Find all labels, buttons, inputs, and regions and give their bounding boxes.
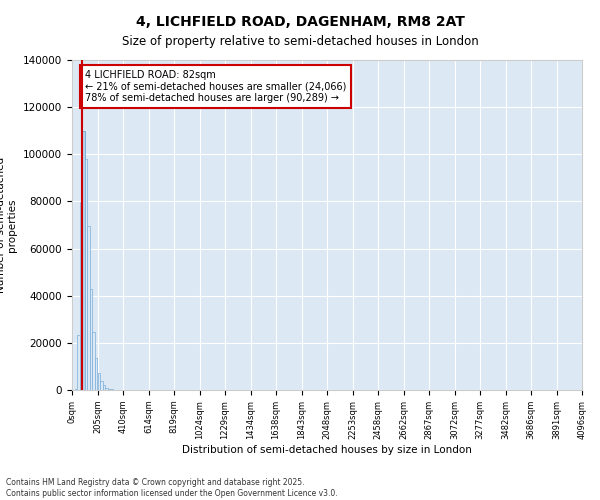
Text: Contains HM Land Registry data © Crown copyright and database right 2025.
Contai: Contains HM Land Registry data © Crown c… (6, 478, 338, 498)
Text: 4, LICHFIELD ROAD, DAGENHAM, RM8 2AT: 4, LICHFIELD ROAD, DAGENHAM, RM8 2AT (136, 15, 464, 29)
Bar (88, 226, 90, 390)
Bar (85, 159, 87, 390)
Bar (77, 336, 80, 390)
Bar (82, 130, 85, 390)
Text: Size of property relative to semi-detached houses in London: Size of property relative to semi-detach… (122, 35, 478, 48)
Bar (100, 381, 103, 390)
Bar (74, 388, 77, 390)
Y-axis label: Number of semi-detached
properties: Number of semi-detached properties (0, 157, 17, 293)
Bar (90, 288, 92, 390)
Bar (80, 202, 82, 390)
Bar (105, 388, 107, 390)
Bar (103, 386, 105, 390)
Bar (92, 332, 95, 390)
X-axis label: Distribution of semi-detached houses by size in London: Distribution of semi-detached houses by … (182, 444, 472, 454)
Bar (95, 358, 97, 390)
Bar (98, 373, 100, 390)
Bar (108, 388, 110, 390)
Text: 4 LICHFIELD ROAD: 82sqm
← 21% of semi-detached houses are smaller (24,066)
78% o: 4 LICHFIELD ROAD: 82sqm ← 21% of semi-de… (85, 70, 346, 103)
